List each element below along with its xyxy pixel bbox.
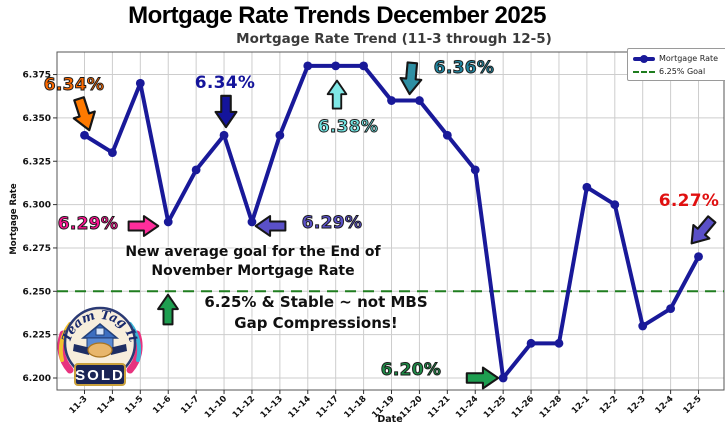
legend: Mortgage Rate 6.25% Goal [627, 48, 725, 81]
legend-line-marker-icon [633, 54, 655, 63]
page-title: Mortgage Rate Trends December 2025 [128, 2, 546, 29]
data-point [135, 78, 145, 88]
data-point [694, 252, 703, 262]
y-axis-label: Mortgage Rate [9, 183, 19, 255]
data-point [666, 304, 676, 314]
plot-frame [56, 51, 725, 391]
x-tick-label: 11-26 [510, 394, 536, 420]
rate-1120-arrow-icon [399, 61, 423, 96]
x-tick-label: 11-10 [203, 394, 229, 420]
data-point [247, 217, 257, 227]
x-tick-label: 11-25 [482, 394, 508, 420]
legend-label: Mortgage Rate [659, 54, 719, 63]
x-tick-label: 11-5 [123, 394, 145, 416]
rate-1106-arrow-icon [127, 215, 160, 237]
data-point [163, 217, 173, 227]
x-tick-label: 12-4 [654, 394, 676, 416]
note-line: Gap Compressions! [234, 314, 398, 332]
data-point [638, 321, 648, 331]
x-tick-label: 12-3 [626, 394, 648, 416]
rate-1112-label: 6.29% [301, 213, 363, 234]
rate-1106-label: 6.29% [57, 214, 119, 235]
rate-1117-label: 6.38% [317, 117, 379, 138]
goal-marker-arrow-icon [157, 293, 179, 326]
team-tag-it-logo: Team Tag It SOLD [57, 306, 143, 386]
rate-1103-label: 6.34% [43, 75, 105, 96]
rate-1205-arrow-icon [690, 215, 717, 245]
x-tick-label: 12-2 [598, 394, 620, 416]
data-point [303, 61, 313, 71]
chart-subtitle: Mortgage Rate Trend (11-3 through 12-5) [236, 31, 552, 47]
data-point [582, 182, 592, 192]
x-axis-label: Date [377, 414, 403, 425]
logo-sleeve-left-icon [73, 344, 91, 355]
rate-1205-label: 6.27% [658, 191, 720, 211]
x-tick-label: 11-3 [68, 394, 90, 416]
rate-1103-arrow-icon [72, 96, 96, 132]
x-tick-label: 11-21 [426, 394, 452, 420]
note-line: 6.25% & Stable ~ not MBS [204, 293, 428, 311]
data-point [331, 61, 341, 71]
data-point [275, 130, 285, 140]
note-line: November Mortgage Rate [151, 263, 355, 279]
data-point [610, 200, 620, 210]
x-tick-label: 11-14 [287, 394, 313, 420]
data-point [191, 165, 201, 175]
rate-1112-arrow-icon [254, 215, 287, 237]
rate-1125-arrow-icon [465, 366, 500, 390]
logo-handshake-icon [87, 342, 113, 358]
x-tick-label: 11-4 [95, 394, 117, 416]
y-tick-label: 6.250 [23, 287, 51, 297]
note-stable-goal: 6.25% & Stable ~ not MBS Gap Compression… [204, 292, 427, 334]
data-point [470, 165, 480, 175]
legend-item-mortgage-rate: Mortgage Rate [633, 52, 725, 65]
x-tick-label: 11-17 [315, 394, 341, 420]
y-tick-label: 6.275 [23, 244, 51, 254]
y-tick-label: 6.325 [23, 157, 51, 167]
y-tick-label: 6.350 [23, 114, 51, 124]
x-tick-label: 11-12 [231, 394, 257, 420]
rate-1120-label: 6.36% [433, 58, 495, 79]
rate-1125-label: 6.20% [380, 360, 442, 381]
data-point [442, 130, 452, 140]
data-point [415, 96, 424, 105]
data-point [498, 373, 508, 383]
logo-sleeve-right-icon [109, 344, 127, 355]
note-average-goal: New average goal for the End of November… [125, 243, 380, 281]
x-tick-label: 11-6 [151, 394, 173, 416]
logo-sold-text: SOLD [75, 367, 125, 384]
x-tick-label: 11-28 [538, 394, 564, 420]
x-tick-label: 11-13 [259, 394, 285, 420]
x-tick-label: 11-7 [179, 394, 201, 416]
legend-label: 6.25% Goal [659, 67, 706, 76]
legend-item-goal: 6.25% Goal [633, 65, 725, 78]
legend-dashed-line-icon [633, 70, 655, 73]
x-tick-label: 12-5 [682, 394, 704, 416]
logo-house-window-icon [95, 327, 105, 336]
data-point [387, 96, 396, 105]
data-point [554, 338, 564, 348]
y-tick-label: 6.375 [23, 71, 51, 81]
y-tick-label: 6.300 [23, 201, 51, 211]
data-point [108, 148, 117, 157]
y-tick-label: 6.225 [23, 331, 51, 341]
rate-1110-arrow-icon [214, 94, 238, 129]
x-tick-label: 12-1 [570, 394, 592, 416]
rate-1117-arrow-icon [326, 79, 348, 110]
x-tick-label: 11-18 [342, 394, 368, 420]
data-point [80, 130, 89, 140]
data-point [526, 338, 536, 348]
logo-sold-plaque [74, 363, 126, 386]
y-tick-label: 6.200 [23, 374, 51, 384]
note-line: New average goal for the End of [125, 244, 381, 260]
data-point [219, 130, 229, 140]
rate-1110-label: 6.34% [194, 73, 256, 93]
x-tick-label: 11-24 [454, 394, 480, 420]
data-point [359, 61, 368, 71]
